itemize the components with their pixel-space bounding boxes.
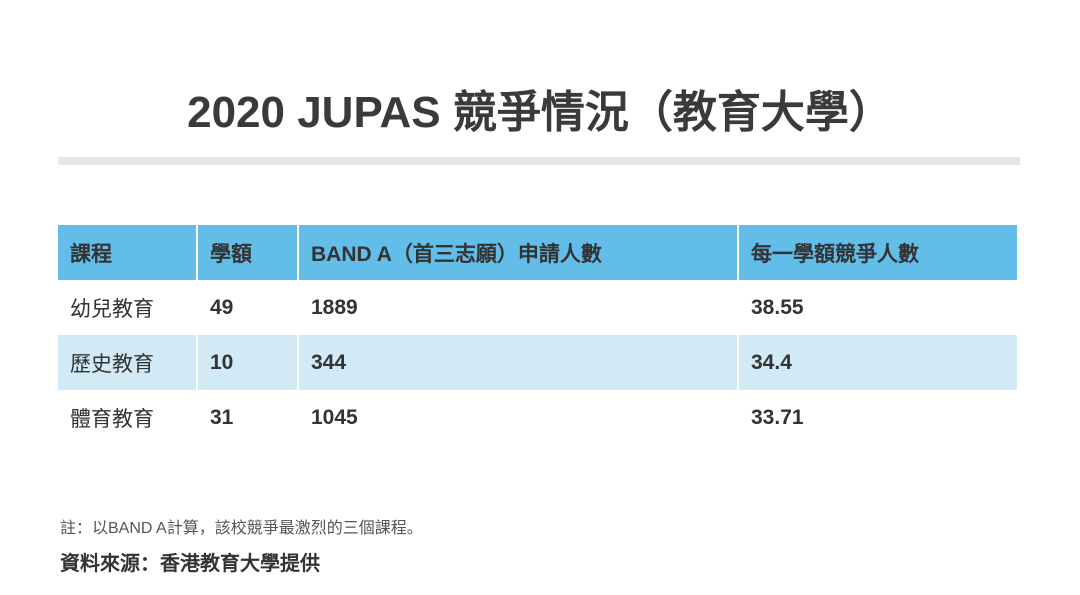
header-cell: BAND A（首三志願）申請人數 <box>298 225 739 280</box>
table-cell: 344 <box>298 335 739 390</box>
table-row: 歷史教育 10 344 34.4 <box>58 335 1019 390</box>
table-cell: 49 <box>197 280 299 335</box>
note: 註：以BAND A計算，該校競爭最激烈的三個課程。 <box>60 520 423 537</box>
table-cell: 幼兒教育 <box>58 280 198 335</box>
table-cell: 體育教育 <box>58 390 198 445</box>
title: 2020 JUPAS 競爭情況（教育大學） <box>187 88 893 137</box>
table-row: 體育教育 31 1045 33.71 <box>58 390 1019 445</box>
header-cell: 課程 <box>58 225 198 280</box>
table: 課程 學額 BAND A（首三志願）申請人數 每一學額競爭人數 幼兒教育 49 1889 3… <box>58 225 1019 445</box>
table-cell: 10 <box>197 335 299 390</box>
header-row: 課程 學額 BAND A（首三志願）申請人數 每一學額競爭人數 <box>58 225 1019 280</box>
table-body: 幼兒教育 49 1889 38.55 歷史教育 10 344 34.4 體育教育 31 1045 33… <box>58 280 1019 445</box>
table-cell: 1889 <box>298 280 739 335</box>
table-cell: 歷史教育 <box>58 335 198 390</box>
table-cell: 34.4 <box>738 335 1019 390</box>
source: 資料來源：香港教育大學提供 <box>60 553 320 575</box>
table-cell: 38.55 <box>738 280 1019 335</box>
header-cell: 學額 <box>197 225 299 280</box>
table-cell: 31 <box>197 390 299 445</box>
table-row: 幼兒教育 49 1889 38.55 <box>58 280 1019 335</box>
table-cell: 1045 <box>298 390 739 445</box>
table-cell: 33.71 <box>738 390 1019 445</box>
divider <box>58 157 1020 165</box>
header-cell: 每一學額競爭人數 <box>738 225 1019 280</box>
